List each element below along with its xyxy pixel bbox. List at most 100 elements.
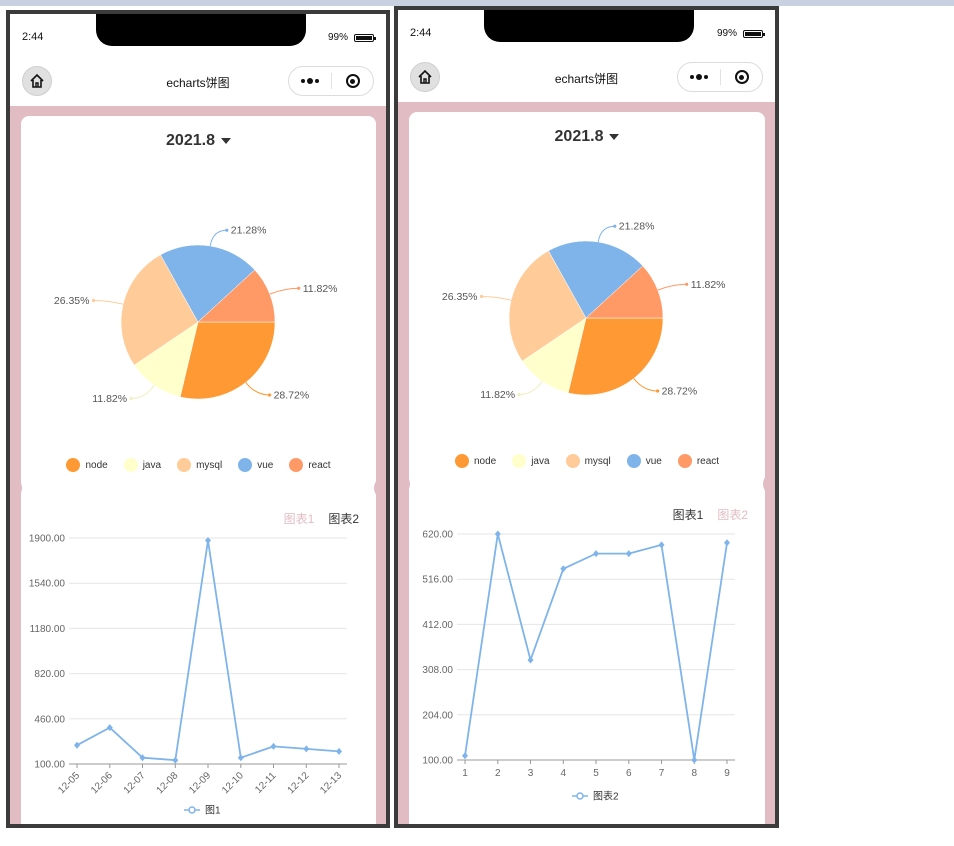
legend-item-mysql[interactable]: mysql [177,458,222,472]
legend-swatch [677,454,692,468]
more-button[interactable] [678,74,720,80]
battery-icon [354,33,376,42]
status-bar: 2:44 99% [398,10,775,54]
phone-frame-right: 2:44 99% echarts饼图 2021.8 28.7 [394,6,779,828]
data-point[interactable] [205,537,211,544]
data-point[interactable] [494,530,501,538]
pie-data-label: 28.72% [662,386,698,398]
target-icon [734,70,749,84]
y-tick-label: 820.00 [34,669,65,680]
data-point[interactable] [593,550,599,558]
x-tick-label: 2 [495,768,501,779]
data-point[interactable] [139,754,146,762]
pie-label-line [245,382,270,396]
pie-slice-vue[interactable] [548,240,644,319]
date-value: 2021.8 [554,128,604,145]
legend-item-vue[interactable]: vue [238,458,273,472]
line-legend-label[interactable]: 图1 [205,805,221,817]
data-point[interactable] [172,756,179,764]
phone-frame-left: 2:44 99% echarts饼图 2021.8 28.7 [6,10,390,828]
status-right: 99% [328,32,376,43]
pie-legend: node java mysql vue react [409,454,765,468]
caret-down-icon [609,133,620,140]
x-tick-label: 3 [528,768,534,779]
chart-tabs: 图表1 图表2 [673,506,748,523]
pie-slice-vue[interactable] [160,244,256,323]
tab-chart-1[interactable]: 图表1 [283,512,315,526]
pie-slice-react[interactable] [585,265,664,319]
more-dot-icon [696,74,702,80]
y-tick-label: 1540.00 [29,579,66,590]
legend-item-mysql[interactable]: mysql [565,454,611,468]
home-button[interactable] [410,62,440,92]
legend-label: react [696,455,720,467]
home-button[interactable] [22,66,52,96]
date-picker[interactable]: 2021.8 [21,132,376,150]
pie-label-dot [517,392,521,397]
data-point[interactable] [336,747,342,755]
x-tick-label: 12-08 [155,770,181,796]
data-point[interactable] [270,742,277,750]
legend-item-node[interactable]: node [66,458,108,472]
data-point[interactable] [237,754,244,762]
pie-label-dot [225,228,229,232]
data-point[interactable] [462,752,468,760]
data-point[interactable] [724,539,730,547]
pie-legend: node java mysql vue react [21,458,376,472]
data-point[interactable] [658,541,665,549]
pie-data-label: 26.35% [54,295,90,307]
tab-chart-2[interactable]: 图表2 [717,508,748,522]
date-picker[interactable]: 2021.8 [409,128,765,146]
pie-data-label: 26.35% [442,291,478,303]
legend-label: node [473,455,497,467]
pie-label-line [519,381,543,395]
legend-item-vue[interactable]: vue [626,454,662,468]
line-legend-label[interactable]: 图表2 [593,790,619,803]
chart-card: 2021.8 28.72% 11.82% 26.35% 21.28% 11.82% no… [21,116,376,824]
tab-chart-2[interactable]: 图表2 [328,512,359,526]
legend-item-react[interactable]: react [677,454,720,468]
pie-label-line [597,225,615,243]
x-tick-label: 5 [593,768,599,779]
card-notch-right [374,476,386,500]
x-tick-label: 9 [724,768,730,779]
legend-swatch [289,458,304,472]
data-point[interactable] [527,656,534,664]
home-icon [30,73,44,88]
pie-slice-react[interactable] [197,269,276,323]
legend-label: java [531,455,550,467]
data-point[interactable] [74,741,80,749]
x-tick-label: 7 [659,768,665,779]
legend-swatch [123,458,138,472]
line-legend-marker [188,806,196,814]
more-button[interactable] [289,78,331,84]
y-tick-label: 308.00 [422,665,453,676]
battery-percent: 99% [716,28,737,39]
data-point[interactable] [691,756,698,764]
legend-item-node[interactable]: node [454,454,497,468]
close-button[interactable] [721,70,762,84]
y-tick-label: 100.00 [34,760,65,771]
legend-item-java[interactable]: java [512,454,550,468]
browser-top-strip [0,0,954,6]
pie-label-line [269,287,299,295]
legend-label: react [308,459,331,471]
date-value: 2021.8 [166,132,215,149]
legend-label: node [85,459,108,471]
pie-data-label: 11.82% [691,279,726,291]
close-button[interactable] [332,74,373,88]
tab-chart-1[interactable]: 图表1 [672,508,704,522]
capsule-divider [331,73,332,89]
page-content: 2021.8 28.72% 11.82% 26.35% 21.28% 11.82% no… [398,102,775,824]
legend-swatch [177,458,192,472]
y-tick-label: 516.00 [422,575,453,586]
legend-item-react[interactable]: react [289,458,331,472]
chart-tabs: 图表1 图表2 [284,510,359,527]
data-point[interactable] [303,745,310,753]
legend-item-java[interactable]: java [123,458,161,472]
data-point[interactable] [625,550,632,558]
data-point[interactable] [106,724,113,732]
data-point[interactable] [560,565,567,573]
pie-label-line [657,283,687,291]
status-time: 2:44 [410,27,432,39]
